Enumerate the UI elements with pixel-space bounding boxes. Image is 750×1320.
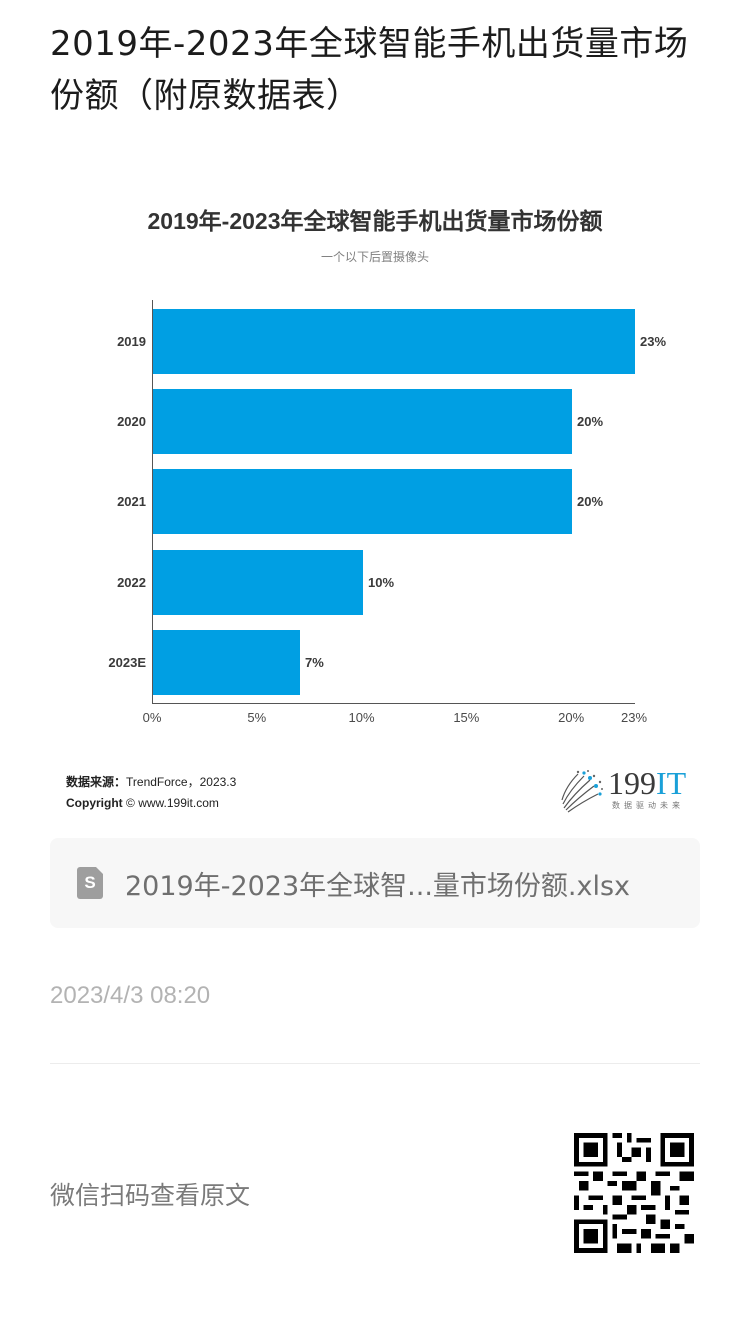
bar (153, 309, 635, 374)
scan-to-view-text: 微信扫码查看原文 (50, 1181, 251, 1210)
bar (153, 630, 300, 695)
logo-tagline: 数据驱动未来 (612, 801, 684, 810)
spreadsheet-file-icon: S (77, 867, 103, 899)
bar-value-label: 20% (577, 414, 604, 429)
logo-text-accent: IT (656, 765, 687, 801)
chart-subtitle: 一个以下后置摄像头 (320, 250, 429, 264)
bar-row: 2019 23% (117, 309, 666, 374)
source-label: 数据来源： (66, 775, 127, 789)
chart-image: 2019年-2023年全球智能手机出货量市场份额 一个以下后置摄像头 2019 2… (50, 180, 700, 820)
199it-logo: 199IT 数据驱动未来 (560, 766, 690, 814)
x-tick-label: 0% (142, 710, 162, 725)
bar (153, 469, 572, 534)
bar-value-label: 7% (305, 655, 324, 670)
chart-title: 2019年-2023年全球智能手机出货量市场份额 (147, 208, 603, 234)
logo-text: 199IT (608, 766, 686, 800)
bar-row: 2021 20% (117, 469, 635, 534)
bar-value-label: 23% (640, 334, 667, 349)
bar (153, 389, 572, 454)
x-tick-label: 15% (453, 710, 480, 725)
category-label: 2021 (117, 494, 146, 509)
divider (50, 1063, 700, 1064)
attachment-file-name: 2019年-2023年全球智...量市场份额.xlsx (125, 870, 631, 902)
bar-value-label: 10% (368, 575, 395, 590)
x-tick-label: 20% (558, 710, 585, 725)
category-label: 2020 (117, 414, 146, 429)
publish-timestamp: 2023/4/3 08:20 (50, 982, 211, 1009)
logo-text-main: 199 (608, 765, 656, 801)
source-block: 数据来源：TrendForce，2023.3 Copyright © www.1… (66, 772, 236, 814)
bar-row: 2022 10% (117, 550, 635, 615)
copyright-line: Copyright © www.199it.com (66, 793, 236, 814)
copyright-value: © www.199it.com (126, 796, 219, 810)
category-label: 2019 (117, 334, 146, 349)
bar-value-label: 20% (577, 494, 604, 509)
x-tick-label: 10% (348, 710, 375, 725)
dandelion-logo-icon (561, 770, 603, 813)
source-value: TrendForce，2023.3 (126, 775, 237, 789)
category-label: 2023E (108, 655, 146, 670)
x-tick-label: 5% (247, 710, 267, 725)
bar-row: 2020 20% (117, 389, 635, 454)
y-axis-line (152, 300, 153, 704)
qr-code[interactable] (574, 1133, 694, 1253)
x-tick-label: 23% (620, 710, 648, 725)
article-title: 2019年-2023年全球智能手机出货量市场份额（附原数据表） (50, 24, 689, 116)
attachment-file-card[interactable]: S 2019年-2023年全球智...量市场份额.xlsx (50, 838, 700, 928)
source-line: 数据来源：TrendForce，2023.3 (66, 772, 236, 793)
bar (153, 550, 363, 615)
category-label: 2022 (117, 575, 146, 590)
bar-row: 2023E 7% (108, 630, 635, 695)
plot-area: 2019 23% 2020 20% 2021 20% 2022 10% 2023E 7% 0% 5% 1… (108, 300, 666, 725)
copyright-label: Copyright (66, 796, 123, 810)
x-axis-line (152, 703, 635, 704)
